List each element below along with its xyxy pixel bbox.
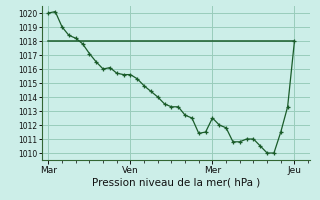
X-axis label: Pression niveau de la mer( hPa ): Pression niveau de la mer( hPa ) bbox=[92, 177, 260, 187]
